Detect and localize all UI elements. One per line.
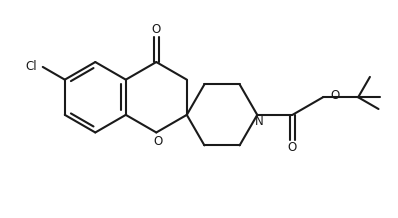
Text: O: O [288, 141, 297, 154]
Text: Cl: Cl [25, 60, 37, 73]
Text: O: O [152, 23, 161, 36]
Text: O: O [154, 135, 163, 148]
Text: N: N [255, 115, 263, 128]
Text: O: O [330, 89, 339, 102]
